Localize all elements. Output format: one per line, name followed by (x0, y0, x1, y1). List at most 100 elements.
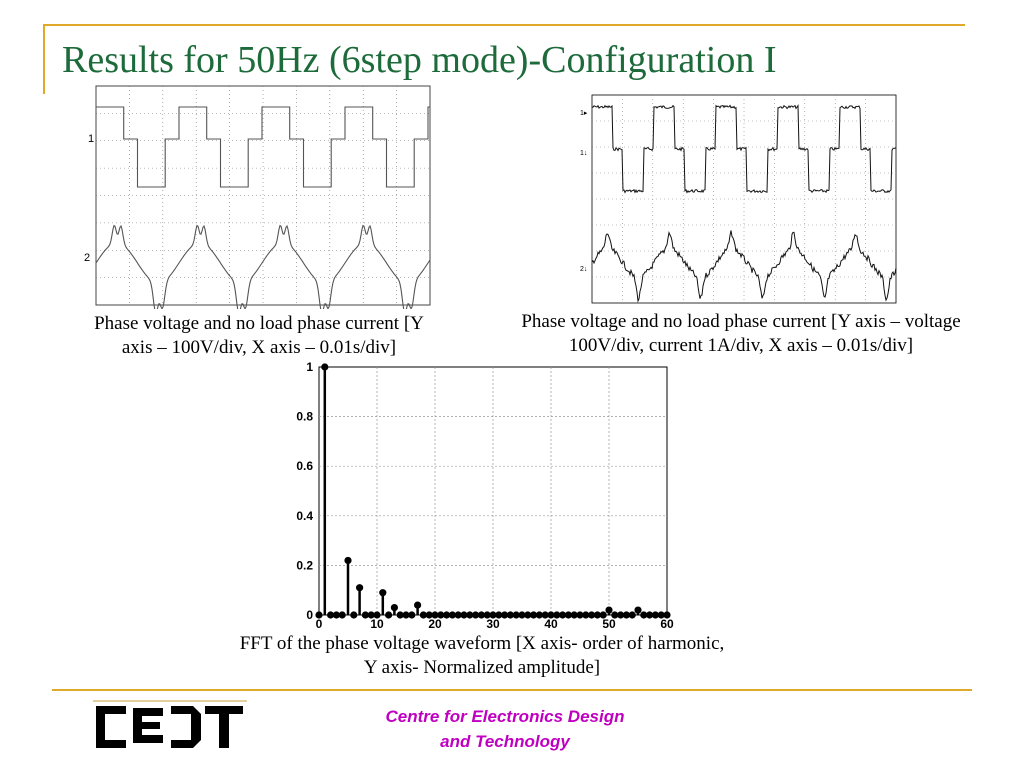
fft-stem-point (547, 611, 555, 619)
fft-x-tick-label: 30 (486, 617, 500, 630)
fft-stem-point (541, 611, 549, 619)
fft-stem-point (512, 611, 520, 619)
scope-right-marker-3: 2↓ (580, 266, 587, 273)
fft-y-tick-label: 0.6 (296, 459, 313, 473)
fft-x-tick-label: 20 (428, 617, 442, 630)
fft-stem-point (350, 611, 358, 619)
fft-stem-point (327, 611, 335, 619)
fft-stem-point (501, 611, 509, 619)
fft-y-tick-label: 1 (306, 362, 313, 374)
cedt-logo (93, 700, 247, 760)
fft-stem-point (390, 603, 398, 612)
fft-stem-point (489, 611, 497, 619)
fft-y-tick-label: 0.2 (296, 558, 313, 572)
fft-stem-point (379, 589, 387, 597)
scope-left-grid (96, 86, 430, 305)
fft-stem-point (646, 611, 654, 619)
fft-y-tick-label: 0.4 (296, 509, 313, 523)
scope-right-current-trace (591, 230, 897, 303)
fft-stem-point (477, 611, 485, 619)
fft-stem-point (628, 611, 636, 619)
fft-tick-labels: 0 10 20 30 40 50 60 0 0.2 0.4 0.6 0.8 1 (296, 360, 674, 631)
fft-stem-point (466, 611, 474, 619)
fft-stem-point (402, 611, 410, 619)
fft-stem-point (454, 611, 462, 619)
footer-line-2: and Technology (440, 732, 570, 751)
scope-right-caption: Phase voltage and no load phase current … (521, 311, 961, 356)
fft-stem-point (524, 611, 532, 619)
scope-left-voltage-trace (96, 106, 430, 188)
fft-stem-point (332, 611, 340, 619)
fft-x-tick-label: 60 (660, 617, 674, 630)
scope-right: 1▸ 1↓ 2↓ (580, 93, 900, 306)
fft-stem-point (419, 611, 427, 619)
fft-x-tick-label: 0 (316, 617, 323, 630)
fft-stem-point (617, 611, 625, 619)
fft-chart: 0 10 20 30 40 50 60 0 0.2 0.4 0.6 0.8 1 (283, 360, 675, 631)
fft-stem-point (663, 611, 671, 619)
fft-stem-point (448, 611, 456, 619)
scope-right-marker-1: 1▸ (580, 110, 588, 117)
fft-y-tick-label: 0.8 (296, 410, 313, 424)
scope-left-ch1-label: 1 (88, 133, 94, 145)
scope-left-ch2-label: 2 (84, 252, 90, 264)
fft-stem-point (634, 606, 642, 614)
fft-stem-point (605, 606, 613, 614)
scope-left-current-trace (95, 224, 431, 315)
scope-left-plot: 1 2 (84, 85, 431, 315)
fft-caption: FFT of the phase voltage waveform [X axi… (239, 633, 725, 678)
fft-stem-point (506, 611, 514, 619)
fft-stem-point (460, 611, 468, 619)
fft-stem-point (321, 363, 329, 371)
fft-x-tick-label: 10 (370, 617, 384, 630)
cedt-logo-mark (93, 700, 247, 748)
fft-x-tick-label: 40 (544, 617, 558, 630)
fft-stem-point (518, 611, 526, 619)
fft-stem-point (593, 611, 601, 619)
fft-stem-point (338, 611, 346, 619)
footer-line-1: Centre for Electronics Design (385, 707, 625, 726)
fft-stem-point (396, 611, 404, 619)
fft-stem-point (576, 611, 584, 619)
fft-stem-point (559, 611, 567, 619)
scope-right-grid (592, 95, 896, 303)
fft-stem-point (472, 611, 480, 619)
fft-stem-point (570, 611, 578, 619)
bottom-rule (52, 689, 972, 691)
fft-stem-point (530, 611, 538, 619)
fft-stem-point (611, 611, 619, 619)
scope-left-caption: Phase voltage and no load phase current … (94, 313, 424, 358)
fft-stems (315, 363, 671, 619)
fft-stem-point (553, 611, 561, 619)
fft-stem-point (483, 611, 491, 619)
fft-stem-point (385, 611, 393, 619)
fft-stem-point (640, 611, 648, 619)
fft-stem-point (437, 611, 445, 619)
fft-stem-point (315, 611, 323, 619)
fft-stem-point (425, 611, 433, 619)
fft-stem-point (588, 611, 596, 619)
scope-right-plot: 1▸ 1↓ 2↓ (580, 94, 897, 304)
left-rule (43, 24, 45, 94)
fft-y-tick-label: 0 (306, 608, 313, 622)
scope-left: 1 2 (84, 83, 434, 315)
fft-stem-point (414, 601, 422, 609)
footer-organization: Centre for Electronics Design and Techno… (360, 704, 650, 754)
fft-stem-point (622, 611, 630, 619)
fft-stem-point (408, 611, 416, 619)
fft-stem-point (564, 611, 572, 619)
fft-stem-point (582, 611, 590, 619)
fft-stem-point (356, 584, 364, 592)
top-rule (43, 24, 965, 26)
fft-x-tick-label: 50 (602, 617, 616, 630)
fft-stem-point (443, 611, 451, 619)
fft-stem-point (495, 611, 503, 619)
fft-grid (319, 367, 667, 615)
fft-stem-point (361, 611, 369, 619)
fft-stem-point (535, 611, 543, 619)
fft-stem-point (373, 611, 381, 619)
fft-stem-point (344, 556, 352, 565)
fft-stem-point (651, 611, 659, 619)
fft-stem-point (599, 611, 607, 619)
fft-stem-point (367, 611, 375, 619)
